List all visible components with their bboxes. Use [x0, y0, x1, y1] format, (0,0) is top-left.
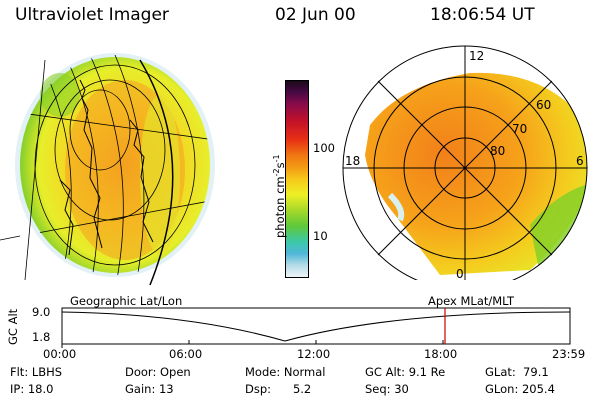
time-tick-0000: 00:00 [43, 347, 77, 361]
ip-label: IP: 18.0 [10, 382, 54, 396]
dsp-label: Dsp: 5.2 [245, 382, 312, 396]
glat-label: GLat: 79.1 [485, 365, 549, 379]
polar-mlt-plot: 12 18 6 0 60 70 80 [342, 45, 588, 280]
mlt-label-6: 6 [576, 154, 584, 168]
gcalt-label: GC Alt: 9.1 Re [365, 365, 446, 379]
gain-label: Gain: 13 [125, 382, 174, 396]
lat-label-80: 80 [490, 144, 505, 158]
mlt-label-18: 18 [345, 154, 360, 168]
timeline-axis-label: GC Alt [6, 308, 20, 345]
time-label: 18:06:54 UT [430, 5, 535, 25]
lat-label-70: 70 [512, 122, 527, 136]
date-label: 02 Jun 00 [275, 5, 356, 25]
mlt-label-0: 0 [456, 267, 464, 280]
timeline-left-caption: Geographic Lat/Lon [70, 294, 183, 308]
colorbar-label: photon cm-2s-1 [272, 154, 287, 238]
time-tick-1800: 18:00 [424, 347, 458, 361]
seq-label: Seq: 30 [365, 382, 409, 396]
colorbar [285, 80, 309, 278]
mlt-label-12: 12 [469, 49, 484, 63]
geographic-globe-image [0, 53, 215, 286]
lat-label-60: 60 [536, 98, 551, 112]
time-tick-0600: 06:00 [169, 347, 203, 361]
time-tick-2359: 23:59 [552, 347, 586, 361]
colorbar-tick-10: 10 [313, 229, 328, 243]
timeline-ymax: 9.0 [32, 305, 51, 319]
flt-label: Flt: LBHS [10, 365, 63, 379]
timeline-ymin: 1.8 [32, 330, 51, 344]
colorbar-tick-100: 100 [313, 141, 335, 155]
glon-label: GLon: 205.4 [485, 382, 555, 396]
timeline-right-caption: Apex MLat/MLT [428, 294, 515, 308]
time-tick-1200: 12:00 [297, 347, 331, 361]
altitude-timeline-plot [61, 307, 571, 348]
mode-label: Mode: Normal [245, 365, 326, 379]
instrument-title: Ultraviolet Imager [15, 5, 169, 25]
door-label: Door: Open [125, 365, 191, 379]
